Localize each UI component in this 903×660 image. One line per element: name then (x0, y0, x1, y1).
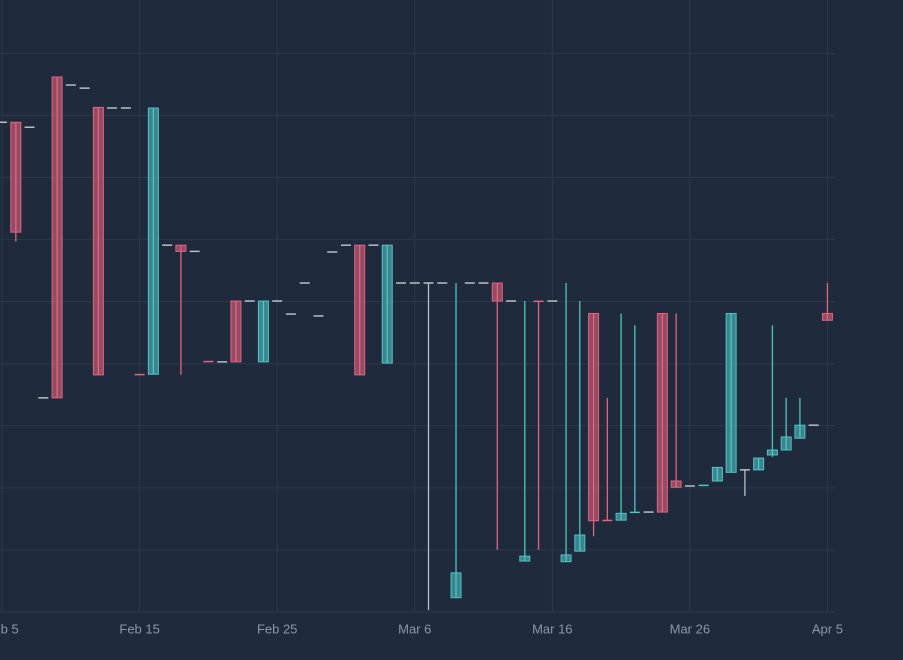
candle-body (780, 436, 792, 451)
candle-body (491, 282, 503, 302)
candle-body (656, 312, 668, 513)
candle-body (725, 312, 737, 473)
candle-body (560, 554, 572, 563)
candle-body (92, 106, 104, 376)
candle-body (147, 107, 159, 375)
x-tick-label: Apr 5 (812, 621, 843, 636)
candle-body (794, 424, 806, 439)
candle-body (519, 555, 531, 562)
candle-body (381, 244, 393, 364)
x-tick-label: Mar 16 (532, 621, 572, 636)
x-tick-label: Mar 26 (670, 621, 710, 636)
x-tick-label: Feb 5 (0, 621, 19, 636)
candle-body (588, 312, 600, 522)
candle-body (10, 121, 22, 233)
x-tick-label: Feb 15 (119, 621, 159, 636)
x-tick-label: Feb 25 (257, 621, 297, 636)
candle-body (670, 480, 682, 488)
candle-body (711, 466, 723, 482)
candle-body (574, 534, 586, 552)
candle-body (821, 312, 833, 321)
candle-body (175, 244, 187, 252)
candle-body (766, 449, 778, 456)
candle-body (257, 300, 269, 363)
candle-body (354, 244, 366, 376)
x-tick-label: Mar 6 (398, 621, 431, 636)
candle-body (230, 300, 242, 363)
candle-body (615, 512, 627, 521)
candle-body (753, 457, 765, 471)
candle-body (51, 76, 63, 399)
candle-body (450, 572, 462, 599)
